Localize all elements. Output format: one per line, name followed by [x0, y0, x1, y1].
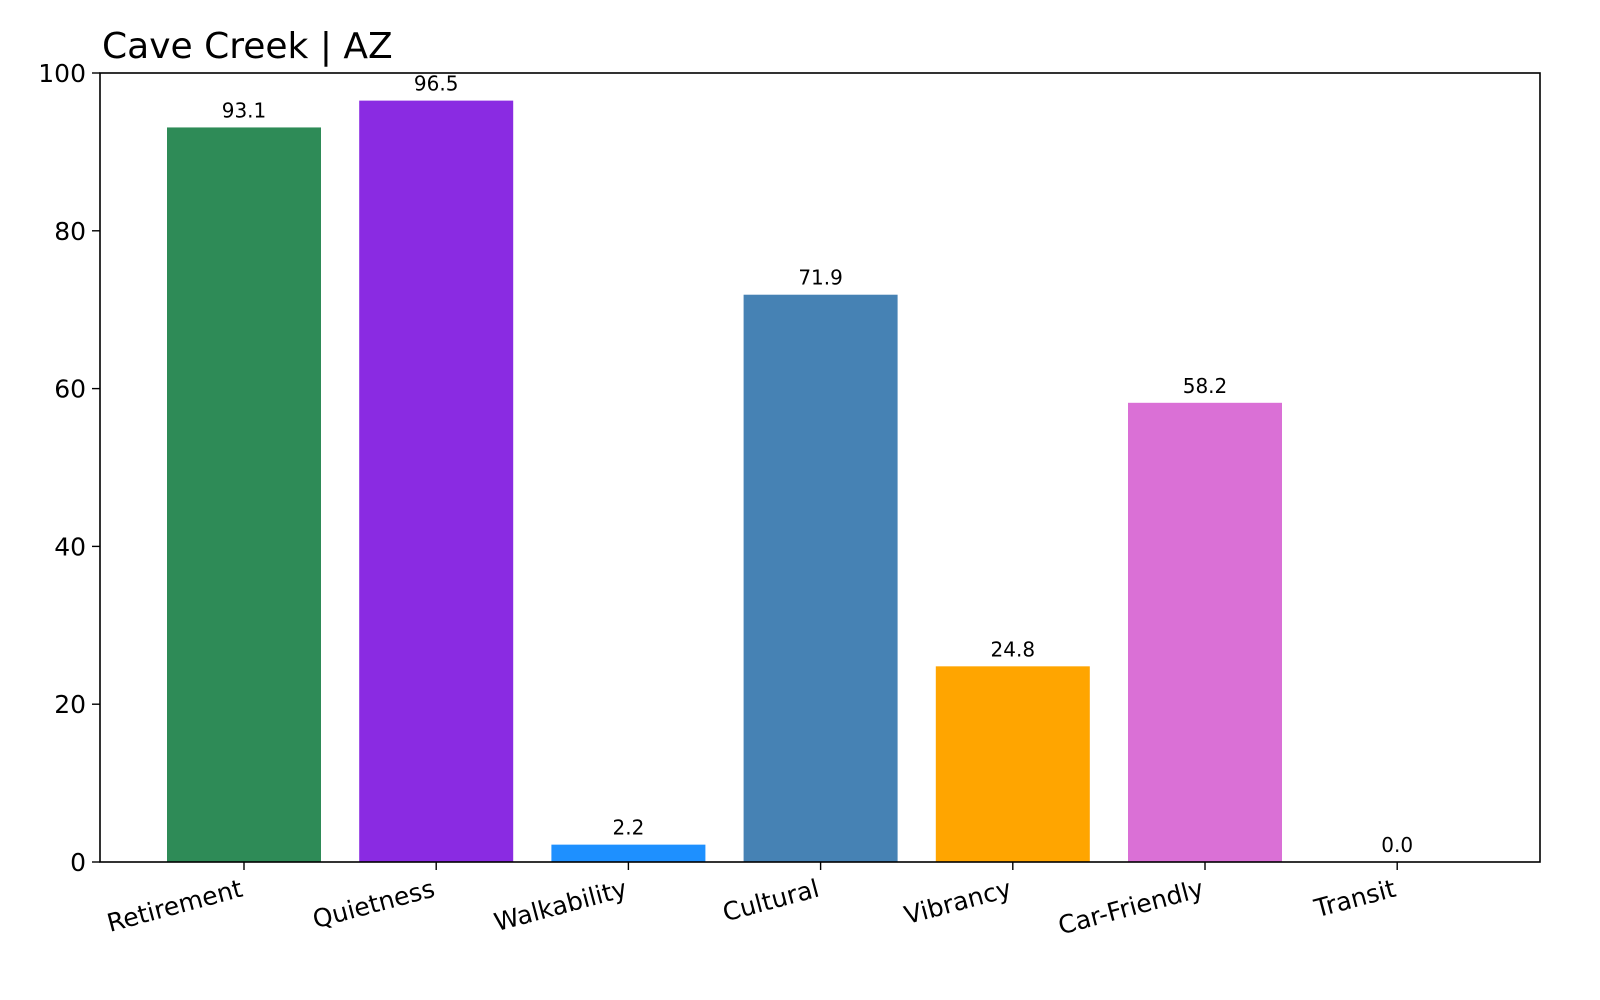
- bar-walkability: [551, 844, 706, 862]
- x-tick-label-transit: Transit: [1310, 874, 1399, 924]
- y-tick-label: 40: [54, 532, 86, 561]
- y-tick-label: 80: [54, 217, 86, 246]
- x-tick-label-retirement: Retirement: [104, 874, 246, 938]
- y-tick-label: 20: [54, 690, 86, 719]
- x-tick-label-walkability: Walkability: [491, 874, 630, 937]
- x-axis: Retirement Quietness Walkability Cultural Vi…: [104, 862, 1399, 940]
- value-labels: 93.1 96.5 2.2 71.9 24.8 58.2 0.0: [222, 72, 1413, 857]
- bar-cultural: [743, 294, 898, 863]
- bars: [167, 100, 1282, 863]
- y-axis: 0 20 40 60 80 100: [38, 59, 100, 877]
- bar-retirement: [167, 127, 321, 863]
- value-label-car-friendly: 58.2: [1183, 374, 1228, 398]
- bar-quietness: [359, 100, 514, 863]
- x-tick-label-car-friendly: Car-Friendly: [1055, 874, 1207, 941]
- value-label-retirement: 93.1: [222, 98, 267, 122]
- value-label-walkability: 2.2: [612, 816, 644, 840]
- x-tick-label-cultural: Cultural: [720, 874, 823, 927]
- y-tick-label: 0: [70, 848, 86, 877]
- y-tick-label: 60: [54, 375, 86, 404]
- x-tick-label-vibrancy: Vibrancy: [901, 874, 1014, 930]
- chart-title: Cave Creek | AZ: [102, 26, 393, 67]
- x-tick-label-quietness: Quietness: [310, 874, 438, 934]
- value-label-transit: 0.0: [1381, 833, 1413, 857]
- value-label-quietness: 96.5: [414, 72, 459, 96]
- bar-car-friendly: [1128, 402, 1282, 862]
- bar-vibrancy: [935, 666, 1090, 862]
- value-label-vibrancy: 24.8: [991, 637, 1036, 661]
- y-tick-label: 100: [38, 59, 86, 88]
- value-label-cultural: 71.9: [798, 266, 843, 290]
